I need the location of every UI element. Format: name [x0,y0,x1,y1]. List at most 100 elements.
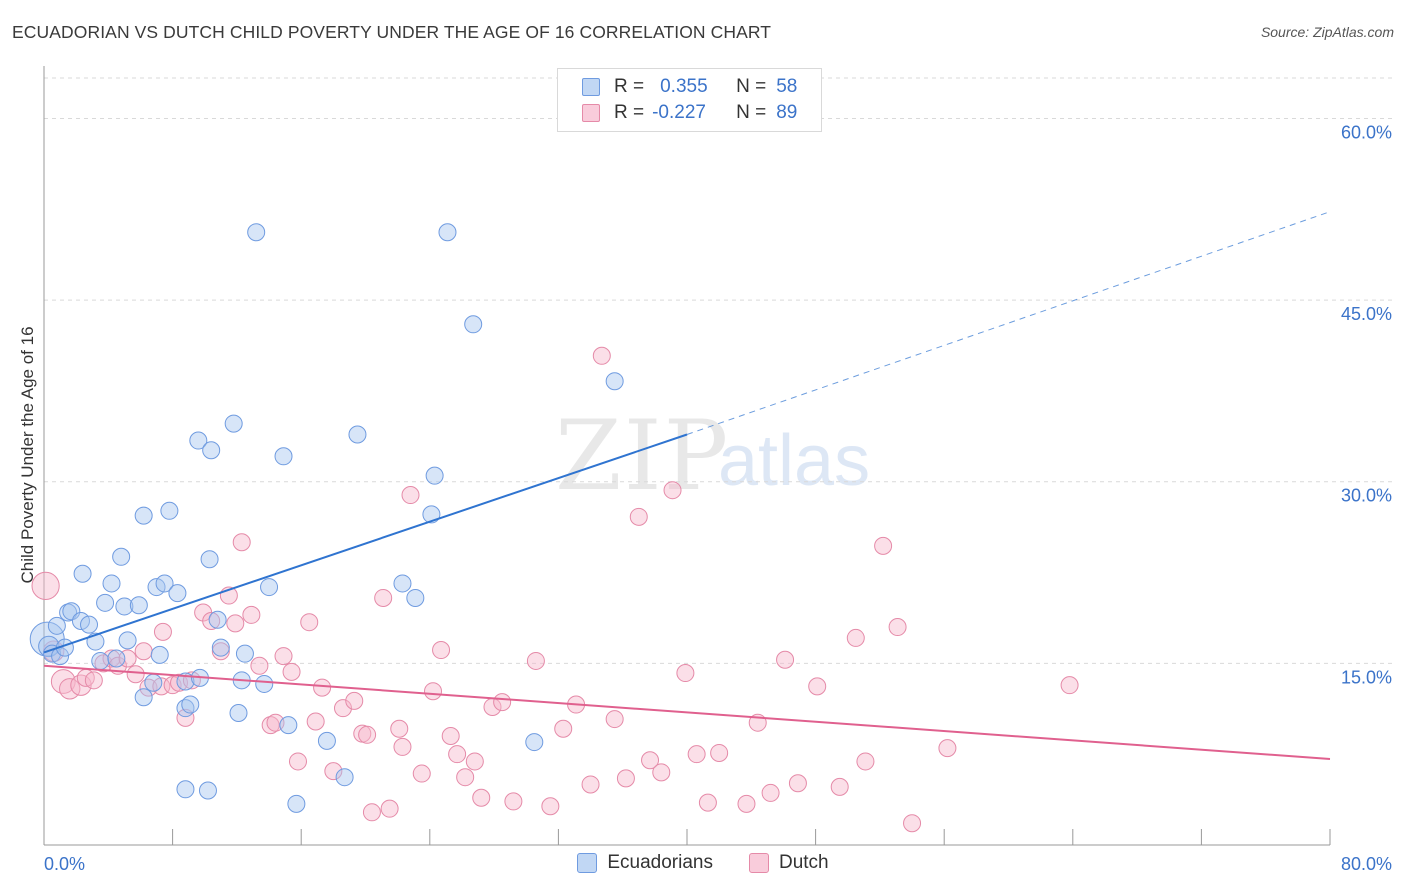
dutch-point [776,650,795,669]
ecuadorian-point [118,631,137,650]
dutch-point [300,613,319,632]
dutch-point [605,710,624,729]
dutch-point [242,605,261,624]
x-tick-label: 0.0% [44,854,85,874]
dutch-point [432,641,451,660]
dutch-point [788,774,807,793]
dutch-point [176,708,195,727]
ecuadorian-point [335,768,354,787]
dutch-point [874,536,893,555]
ecuadorian-point [247,223,266,242]
dutch-point [306,712,325,731]
dutch-point [888,618,907,637]
ecuadorian-point [260,578,279,597]
legend-item-ecuadorians[interactable]: Ecuadorians [577,852,713,874]
legend-swatch-ecuadorians [577,853,598,873]
dutch-point [412,764,431,783]
dutch-point [226,614,245,633]
dutch-point [31,571,60,600]
dutch-point [663,481,682,500]
legend-r-label: R = [614,102,645,123]
dutch-point [282,662,301,681]
legend-swatch-dutch [748,853,769,873]
ecuadorian-point [255,674,274,693]
ecuadorian-point [176,699,195,718]
legend-n-value: 89 [776,102,798,123]
dutch-point [710,743,729,762]
ecuadorian-point [425,466,444,485]
dutch-point [761,783,780,802]
ecuadorian-point [129,596,148,615]
dutch-point [856,752,875,771]
ecuadorian-point [155,574,174,593]
ecuadorian-point [134,506,153,525]
dutch-point [153,622,172,641]
series-legend: Ecuadorians Dutch [0,852,1406,874]
ecuadorian-point [107,649,126,668]
legend-label-dutch: Dutch [778,852,829,873]
dutch-point [629,507,648,526]
legend-n-value: 58 [776,76,798,97]
dutch-point [401,486,420,505]
dutch-point [333,699,352,718]
dutch-point [390,719,409,738]
dutch-point [362,803,381,822]
legend-row-ecuadorians: R = 0.355 N = 58 [582,75,797,99]
dutch-point [1060,676,1079,695]
ecuadorian-point [96,593,115,612]
dutch-point [687,745,706,764]
dutch-point [380,799,399,818]
ecuadorian-point [438,223,457,242]
ecuadorian-point [202,441,221,460]
legend-n-label: N = [736,76,767,97]
y-tick-label: 45.0% [1341,304,1392,324]
ecuadorian-point [464,315,483,334]
dutch-point [84,671,103,690]
dutch-point [472,788,491,807]
ecuadorian-point [208,610,227,629]
legend-item-dutch[interactable]: Dutch [748,852,829,874]
ecuadorian-point [168,584,187,603]
legend-label-ecuadorians: Ecuadorians [607,852,713,873]
dutch-point [448,745,467,764]
ecuadorian-point [181,695,200,714]
ecuadorian-point [176,780,195,799]
dutch-point [202,611,221,630]
watermark-zip: ZIP [555,400,731,512]
dutch-point [938,739,957,758]
dutch-point [616,769,635,788]
y-tick-label: 15.0% [1341,667,1392,687]
dutch-point [232,533,251,552]
dutch-trend-line [43,664,1331,761]
ecuadorian-point [317,731,336,750]
ecuadorian-point [144,673,163,692]
dutch-point [581,775,600,794]
ecuadorian-point [198,781,217,800]
dutch-point [808,677,827,696]
ecuadorian-point [525,733,544,752]
dutch-point [698,793,717,812]
dutch-point [345,691,364,710]
ecuadorian-point [235,644,254,663]
dutch-point [374,588,393,607]
dutch-point [592,346,611,365]
ecuadorian-point [62,602,81,621]
dutch-point [250,656,269,675]
dutch-point [261,716,280,735]
x-tick-label: 80.0% [1341,854,1392,874]
y-axis-label: Child Poverty Under the Age of 16 [18,326,37,583]
ecuadorian-point [150,645,169,664]
dutch-point [526,651,545,670]
ecuadorian-point [348,425,367,444]
dutch-point [830,777,849,796]
watermark-atlas: atlas [718,421,871,501]
ecuadorian-trend-extension [686,211,1331,435]
dutch-point [541,797,560,816]
correlation-legend: R = 0.355 N = 58 R = -0.227 N = 89 [557,68,822,132]
ecuadorian-point [200,550,219,569]
y-tick-label: 30.0% [1341,486,1392,506]
dutch-point [465,752,484,771]
ecuadorian-point [102,574,121,593]
dutch-point [504,792,523,811]
